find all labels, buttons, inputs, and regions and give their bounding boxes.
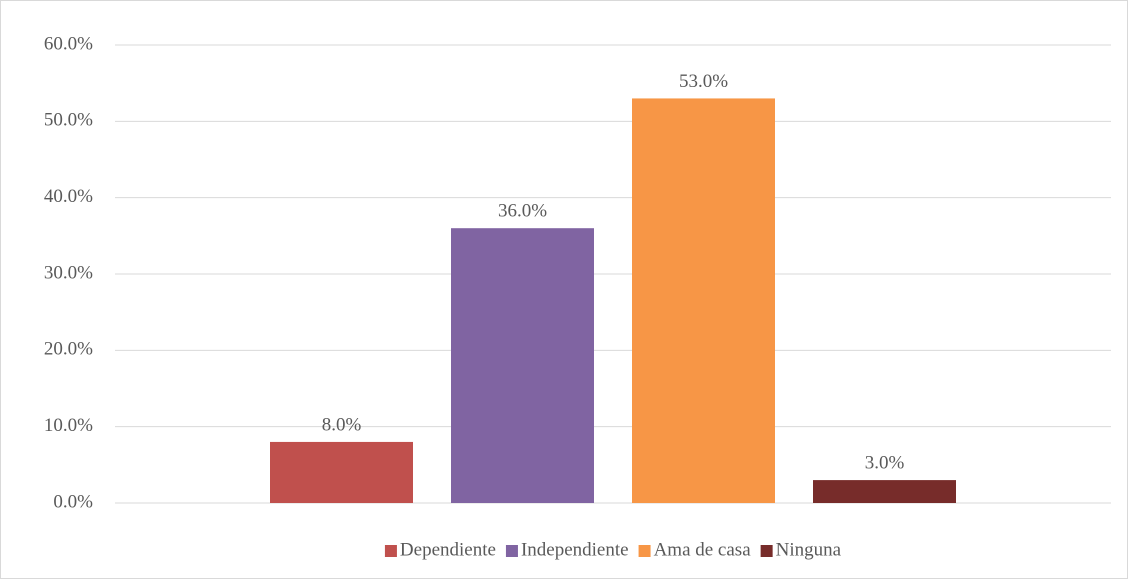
bar <box>451 228 594 503</box>
y-tick-label: 50.0% <box>44 110 93 131</box>
legend-label: Independiente <box>521 539 629 560</box>
legend-label: Dependiente <box>400 539 496 560</box>
data-label: 8.0% <box>322 414 362 435</box>
legend-label: Ninguna <box>776 539 842 560</box>
data-label: 53.0% <box>679 71 728 92</box>
legend-swatch <box>505 545 518 557</box>
y-tick-label: 40.0% <box>44 186 93 207</box>
legend-swatch <box>638 545 651 557</box>
y-tick-label: 0.0% <box>53 491 93 512</box>
y-tick-label: 60.0% <box>44 33 93 54</box>
bar <box>813 480 956 503</box>
bar <box>632 98 775 503</box>
data-label: 36.0% <box>498 201 547 222</box>
data-label: 3.0% <box>865 452 905 473</box>
bar <box>270 441 413 503</box>
y-tick-label: 10.0% <box>44 415 93 436</box>
legend-swatch <box>384 545 397 557</box>
y-tick-label: 30.0% <box>44 262 93 283</box>
legend-label: Ama de casa <box>654 539 752 560</box>
legend-swatch <box>760 545 773 557</box>
y-tick-label: 20.0% <box>44 339 93 360</box>
